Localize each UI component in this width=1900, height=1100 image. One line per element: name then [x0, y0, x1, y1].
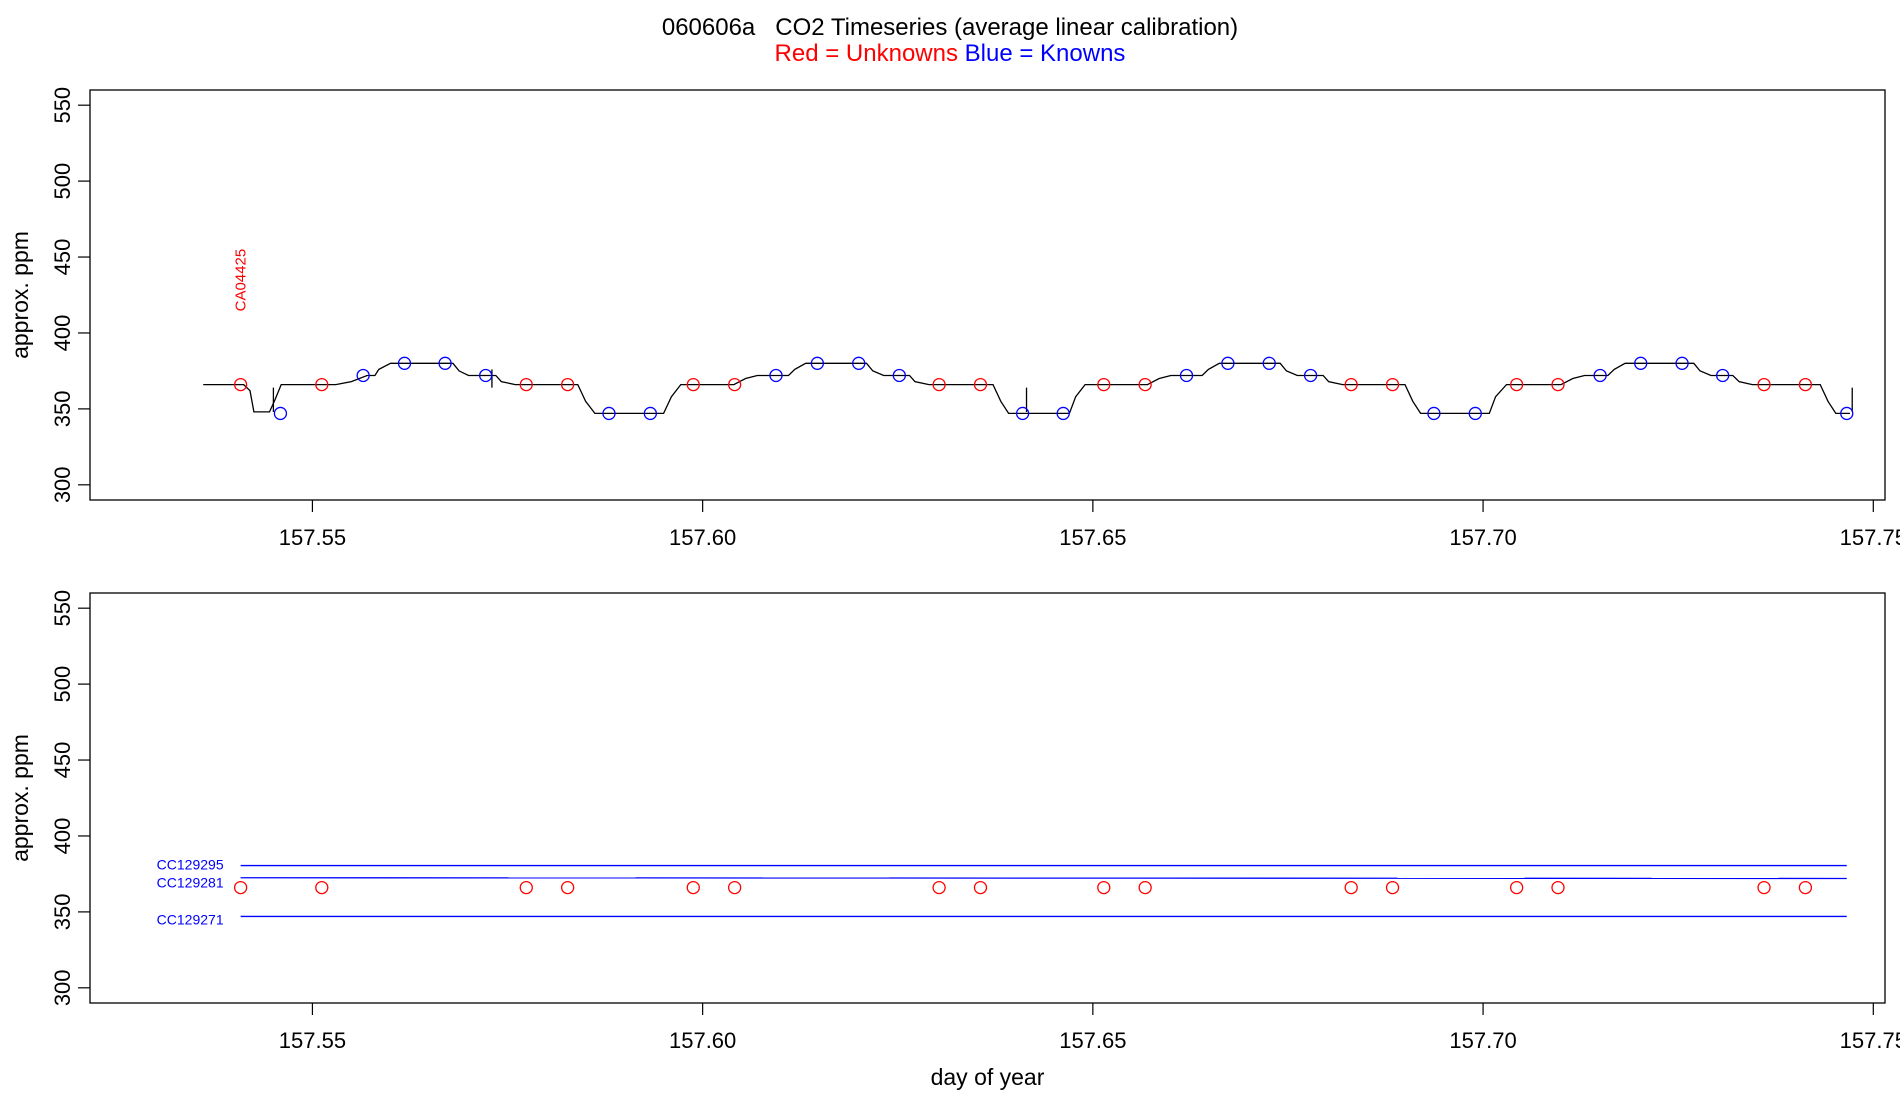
- x-axis-label: day of year: [931, 1064, 1045, 1090]
- known-point: [1716, 368, 1730, 383]
- x-tick-label: 157.75: [1840, 1028, 1900, 1053]
- reference-line-label: CC129271: [157, 911, 224, 927]
- known-point: [1179, 368, 1194, 383]
- y-tick-label: 450: [50, 742, 75, 779]
- unknown-point: [519, 377, 533, 392]
- known-point: [397, 356, 412, 370]
- unknown-point: [1757, 377, 1771, 392]
- known-point: [1262, 356, 1276, 370]
- annotation-label: CA04425: [233, 249, 250, 312]
- known-point: [810, 356, 825, 370]
- unknown-point: [233, 377, 248, 392]
- known-point: [643, 406, 658, 421]
- known-point: [479, 368, 493, 383]
- unknown-point: [932, 880, 946, 895]
- known-point: [1303, 368, 1318, 383]
- plot-frame: [89, 592, 1886, 1004]
- x-tick-label: 157.55: [279, 1028, 346, 1053]
- y-tick-label: 550: [50, 590, 75, 627]
- unknown-point: [1097, 377, 1111, 392]
- top-panel: 300 350 400 450 500 550 157.55 157.60 157.65 157.…: [7, 87, 1900, 550]
- unknown-point: [1509, 377, 1524, 392]
- unknown-point: [519, 880, 533, 895]
- known-point: [356, 368, 370, 383]
- x-tick-label: 157.75: [1840, 525, 1900, 550]
- known-point: [1634, 356, 1648, 370]
- y-tick-label: 500: [50, 163, 75, 200]
- unknown-point: [1551, 377, 1565, 392]
- known-point: [1593, 368, 1607, 383]
- known-point: [1427, 406, 1441, 421]
- unknown-point: [560, 377, 575, 392]
- unknown-point: [727, 377, 742, 392]
- x-tick-label: 157.60: [669, 1028, 736, 1053]
- x-tick-label: 157.60: [669, 525, 736, 550]
- legend-knowns: Blue = Knowns: [964, 40, 1126, 67]
- unknown-point: [1509, 880, 1524, 895]
- co2-trace-line: [203, 362, 1850, 415]
- legend: Red = Unknowns Blue = Knowns: [0, 40, 1900, 68]
- reference-line-label: CC129281: [157, 875, 224, 891]
- unknown-point: [1798, 377, 1813, 392]
- unknown-point: [1138, 377, 1152, 392]
- legend-unknowns: Red = Unknowns: [774, 40, 958, 67]
- unknown-point: [1344, 377, 1358, 392]
- unknown-point: [686, 880, 700, 895]
- unknown-point: [973, 377, 988, 392]
- unknown-point: [1097, 880, 1111, 895]
- y-tick-label: 450: [50, 239, 75, 276]
- unknown-point: [233, 880, 248, 895]
- y-tick-label: 350: [50, 894, 75, 931]
- bottom-panel: 300 350 400 450 500 550 157.55 157.60 157.65 157.…: [7, 590, 1900, 1090]
- unknown-point: [315, 377, 329, 392]
- unknown-point: [560, 880, 575, 895]
- y-axis-label: approx. ppm: [7, 734, 33, 862]
- unknown-point: [1385, 377, 1400, 392]
- known-point: [438, 356, 452, 370]
- reference-line-cc129281: [240, 877, 1847, 880]
- known-point: [1056, 406, 1070, 421]
- chart-title: 060606a CO2 Timeseries (average linear c…: [661, 14, 1239, 41]
- unknown-point: [727, 880, 742, 895]
- known-point: [1221, 356, 1235, 370]
- unknown-point: [315, 880, 329, 895]
- known-point: [273, 406, 288, 421]
- known-point: [892, 368, 906, 383]
- known-point: [852, 356, 866, 370]
- known-point: [602, 406, 616, 421]
- unknown-point: [932, 377, 946, 392]
- y-tick-label: 400: [50, 315, 75, 352]
- unknown-point: [1798, 880, 1813, 895]
- known-point: [1840, 406, 1854, 421]
- unknown-point: [1757, 880, 1771, 895]
- y-tick-label: 350: [50, 391, 75, 428]
- plot-frame: [89, 89, 1886, 501]
- x-tick-label: 157.65: [1059, 1028, 1126, 1053]
- y-tick-label: 550: [50, 87, 75, 124]
- unknown-point: [1138, 880, 1152, 895]
- x-tick-label: 157.55: [279, 525, 346, 550]
- unknown-point: [1344, 880, 1358, 895]
- y-tick-label: 400: [50, 818, 75, 855]
- known-point: [1468, 406, 1482, 421]
- y-tick-label: 300: [50, 969, 75, 1006]
- unknown-point: [1385, 880, 1400, 895]
- x-tick-label: 157.70: [1449, 1028, 1516, 1053]
- x-tick-label: 157.65: [1059, 525, 1126, 550]
- reference-line-label: CC129295: [157, 857, 224, 873]
- x-tick-label: 157.70: [1449, 525, 1516, 550]
- y-tick-label: 500: [50, 666, 75, 703]
- unknown-point: [686, 377, 700, 392]
- known-point: [1675, 356, 1689, 370]
- y-axis-label: approx. ppm: [7, 231, 33, 359]
- unknown-point: [1551, 880, 1565, 895]
- known-point: [1015, 406, 1030, 421]
- unknown-point: [973, 880, 988, 895]
- known-point: [769, 368, 783, 383]
- y-tick-label: 300: [50, 466, 75, 503]
